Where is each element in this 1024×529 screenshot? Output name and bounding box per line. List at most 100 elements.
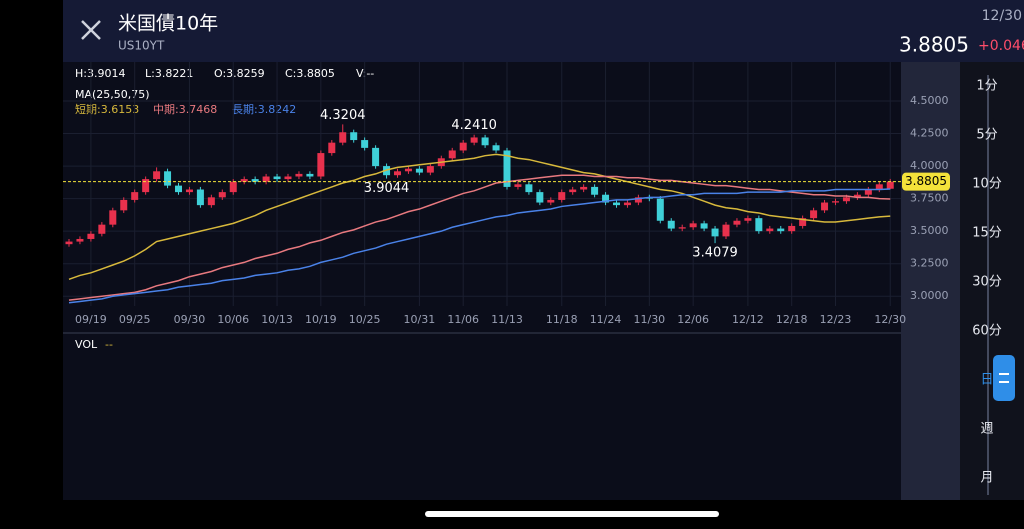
- candle-body: [580, 186, 588, 190]
- x-tick-label: 12/30: [874, 313, 906, 326]
- candle-body: [656, 198, 664, 221]
- x-tick-label: 12/06: [677, 313, 709, 326]
- x-tick-label: 10/25: [349, 313, 381, 326]
- x-tick-label: 11/24: [590, 313, 622, 326]
- candle-body: [361, 140, 369, 148]
- candle-body: [481, 137, 489, 146]
- candle-body: [864, 189, 872, 195]
- timeframe-option[interactable]: 30分: [972, 275, 1002, 290]
- candle-body: [207, 197, 215, 206]
- candle-body: [65, 241, 73, 245]
- candle-body: [558, 192, 566, 200]
- timeframe-option[interactable]: 1分: [976, 79, 997, 94]
- candle-body: [350, 132, 358, 141]
- candle-body: [667, 220, 675, 229]
- candle-body: [415, 168, 423, 173]
- timeframe-option[interactable]: 15分: [972, 226, 1002, 241]
- x-tick-label: 12/12: [732, 313, 764, 326]
- candle-body: [98, 224, 106, 234]
- candle-body: [404, 168, 412, 172]
- candle-body: [886, 181, 894, 189]
- timeframe-option[interactable]: 週: [980, 422, 993, 437]
- ma-short: 短期:3.6153: [75, 102, 139, 116]
- candle-body: [777, 228, 785, 232]
- candle-body: [218, 192, 226, 198]
- candle-body: [569, 189, 577, 193]
- candle-body: [394, 171, 401, 176]
- price-annotation: 3.9044: [364, 181, 410, 196]
- candle-body: [492, 145, 500, 151]
- candle-body: [459, 142, 467, 151]
- candle-body: [678, 227, 686, 229]
- y-tick-label: 3.5000: [910, 224, 949, 237]
- y-tick-label: 3.0000: [910, 289, 949, 302]
- candle-body: [196, 189, 204, 206]
- candle-body: [470, 137, 478, 143]
- candle-body: [733, 220, 741, 225]
- info-close: C:3.8805: [285, 67, 335, 80]
- x-tick-label: 12/18: [776, 313, 808, 326]
- candle-body: [634, 197, 642, 203]
- header-bar: [63, 0, 1024, 62]
- info-volume: V:--: [356, 67, 374, 80]
- candle-body: [109, 210, 117, 225]
- candle-body: [536, 192, 544, 203]
- info-open: O:3.8259: [214, 67, 265, 80]
- timeframe-option[interactable]: 60分: [972, 324, 1002, 339]
- title: 米国債10年: [118, 13, 218, 35]
- x-tick-label: 09/19: [75, 313, 107, 326]
- candle-body: [175, 185, 182, 193]
- candle-body: [766, 228, 774, 232]
- last-price-tag: [902, 172, 950, 191]
- timeframe-option[interactable]: 月: [980, 471, 993, 486]
- candle-body: [744, 218, 752, 221]
- x-tick-label: 12/23: [820, 313, 852, 326]
- candle-body: [229, 181, 237, 193]
- last-price-label: 3.8805: [905, 174, 947, 188]
- ma-line: [68, 153, 891, 281]
- slider-panel: [960, 62, 1024, 500]
- close-icon[interactable]: [81, 20, 101, 40]
- vol-value: --: [105, 338, 113, 351]
- y-tick-label: 3.2500: [910, 257, 949, 270]
- x-tick-label: 11/13: [491, 313, 523, 326]
- candle-body: [142, 179, 150, 193]
- candle-body: [711, 228, 719, 237]
- candle-body: [700, 223, 708, 229]
- price-annotation: 3.4079: [692, 246, 738, 261]
- candle-body: [339, 132, 347, 143]
- timeframe-panel: [901, 62, 960, 500]
- candle-body: [602, 194, 610, 203]
- y-tick-label: 4.2500: [910, 127, 949, 140]
- candle-body: [821, 202, 829, 211]
- x-tick-label: 11/18: [546, 313, 578, 326]
- candle-body: [788, 225, 796, 232]
- ma-title: MA(25,50,75): [75, 88, 150, 101]
- timeframe-option[interactable]: 日: [980, 373, 993, 388]
- candle-body: [842, 197, 850, 202]
- candle-body: [875, 184, 883, 190]
- chart-panel: [63, 62, 901, 500]
- timeframe-option[interactable]: 5分: [976, 128, 997, 143]
- x-tick-label: 10/06: [217, 313, 249, 326]
- candle-body: [185, 189, 193, 193]
- x-tick-label: 09/30: [174, 313, 206, 326]
- home-indicator: [425, 511, 719, 517]
- candle-body: [120, 199, 128, 211]
- candle-body: [262, 176, 270, 182]
- candle-body: [87, 233, 95, 239]
- slider-handle[interactable]: [993, 355, 1015, 401]
- candle-body: [514, 184, 522, 187]
- candle-body: [164, 171, 172, 186]
- candle-body: [328, 142, 336, 154]
- price: 3.8805: [899, 33, 969, 57]
- x-tick-label: 10/13: [261, 313, 293, 326]
- info-high: H:3.9014: [75, 67, 125, 80]
- candle-body: [525, 184, 533, 193]
- ma-mid: 中期:3.7468: [153, 103, 217, 116]
- close-button[interactable]: [81, 20, 101, 40]
- vol-label: VOL: [75, 338, 98, 351]
- timeframe-option[interactable]: 10分: [972, 177, 1002, 192]
